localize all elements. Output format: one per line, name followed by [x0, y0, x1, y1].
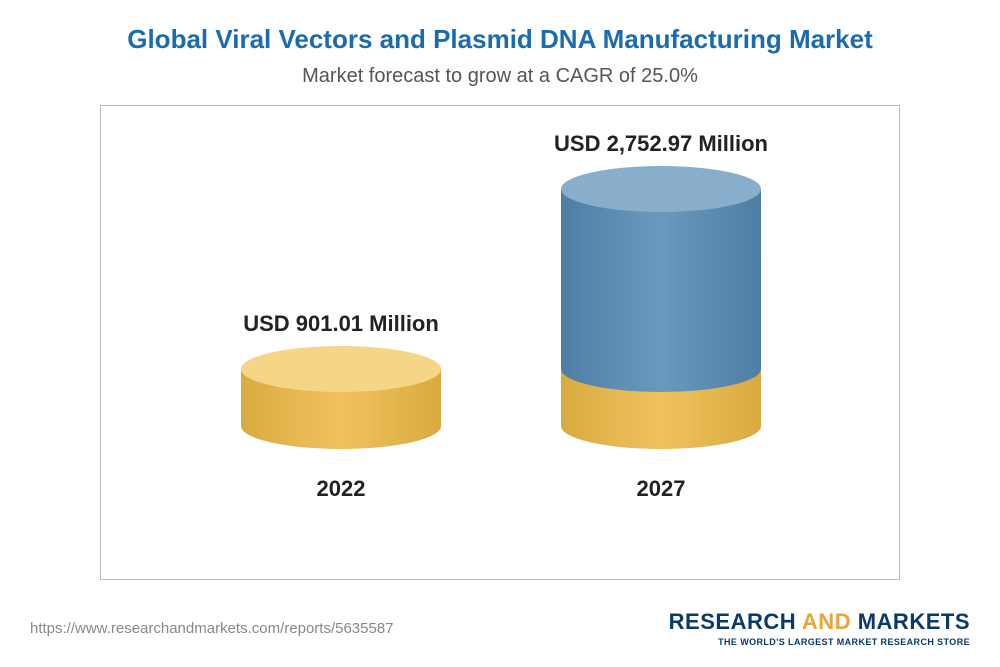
- logo-word-and: AND: [802, 609, 851, 634]
- chart-subtitle: Market forecast to grow at a CAGR of 25.…: [0, 65, 1000, 88]
- brand-logo: RESEARCH AND MARKETS THE WORLD'S LARGEST…: [669, 609, 970, 647]
- logo-word-markets: MARKETS: [858, 609, 970, 634]
- cylinder-2027-blue-side: [561, 189, 761, 369]
- source-url: https://www.researchandmarkets.com/repor…: [30, 620, 394, 637]
- chart-title: Global Viral Vectors and Plasmid DNA Man…: [0, 0, 1000, 55]
- cylinder-2022-year: 2022: [241, 476, 441, 502]
- cylinder-2027-year: 2027: [561, 476, 761, 502]
- footer: https://www.researchandmarkets.com/repor…: [0, 599, 1000, 667]
- logo-tagline: THE WORLD'S LARGEST MARKET RESEARCH STOR…: [669, 637, 970, 647]
- logo-word-research: RESEARCH: [669, 609, 796, 634]
- chart-area: USD 901.01 Million 2022 USD 2,752.97 Mil…: [100, 105, 900, 580]
- cylinder-2022-top: [241, 346, 441, 392]
- cylinder-2027-blue-top: [561, 166, 761, 212]
- cylinder-2027-value-label: USD 2,752.97 Million: [511, 131, 811, 157]
- cylinder-2022-value-label: USD 901.01 Million: [191, 311, 491, 337]
